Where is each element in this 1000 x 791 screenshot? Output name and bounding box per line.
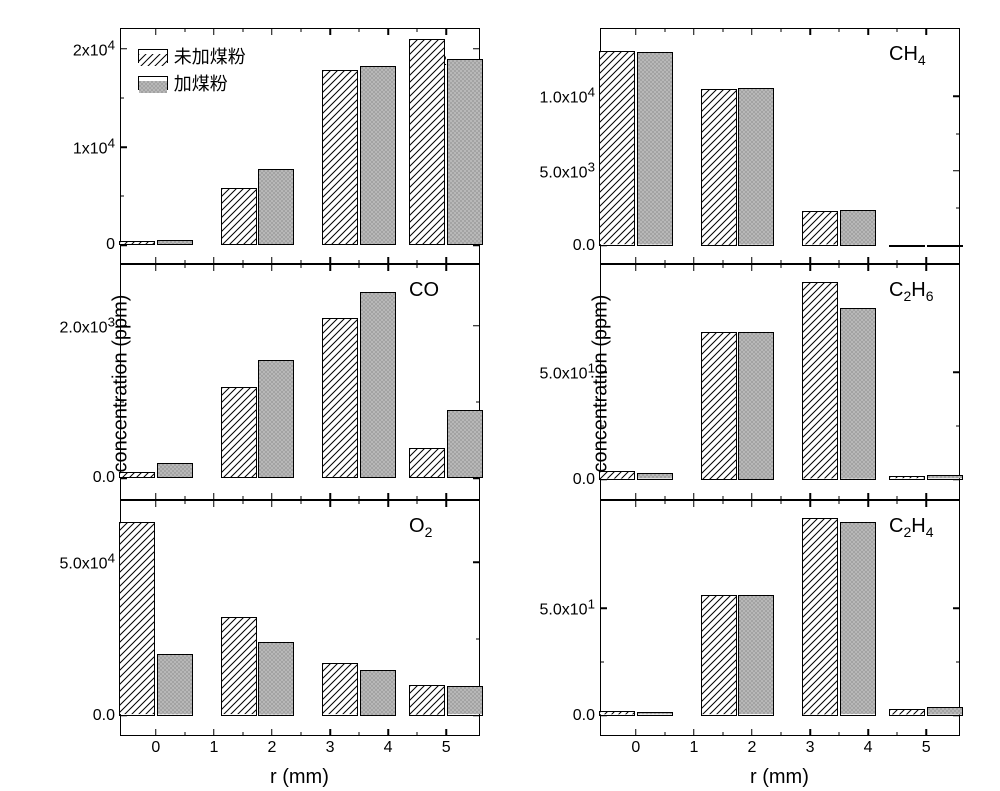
bar-C2H4-with_coal bbox=[840, 522, 876, 715]
bar-CO-with_coal bbox=[447, 410, 483, 479]
bar-O2-with_coal bbox=[447, 686, 483, 715]
panel-CO: 0.02.0x103CO bbox=[120, 264, 480, 500]
legend-swatch bbox=[138, 49, 168, 63]
xtick-label: 0 bbox=[631, 739, 640, 757]
ytick-label: 1x104 bbox=[73, 135, 115, 158]
species-label-O2: O2 bbox=[409, 515, 432, 540]
bar-C2H6-with_coal bbox=[738, 332, 774, 480]
bar-CO2-with_coal bbox=[258, 169, 294, 246]
ytick-label: 0.0 bbox=[573, 707, 595, 725]
legend: 未加煤粉加煤粉 bbox=[132, 38, 252, 101]
bar-CH4-with_coal bbox=[738, 88, 774, 246]
species-label-C2H4: C2H4 bbox=[889, 515, 934, 540]
bar-CO-with_coal bbox=[360, 292, 396, 479]
bar-C2H4-no_coal bbox=[701, 595, 737, 715]
bar-CO2-with_coal bbox=[360, 66, 396, 245]
bar-CO-with_coal bbox=[157, 463, 193, 478]
bar-CO-no_coal bbox=[119, 472, 155, 478]
bar-CH4-with_coal bbox=[927, 245, 963, 247]
ytick-label: 0.0 bbox=[573, 471, 595, 489]
bar-C2H4-no_coal bbox=[599, 711, 635, 715]
bar-CH4-with_coal bbox=[637, 52, 673, 245]
ytick-label: 5.0x101 bbox=[540, 597, 595, 620]
bar-CO-no_coal bbox=[322, 318, 358, 478]
bar-CO2-no_coal bbox=[221, 188, 257, 245]
bar-C2H4-with_coal bbox=[637, 712, 673, 715]
bar-CH4-no_coal bbox=[889, 245, 925, 247]
bar-CO-no_coal bbox=[221, 387, 257, 478]
xtick-label: 2 bbox=[268, 739, 277, 757]
bar-CO2-no_coal bbox=[409, 39, 445, 246]
bar-CO2-with_coal bbox=[157, 240, 193, 245]
bar-CH4-with_coal bbox=[840, 210, 876, 246]
bar-CO-with_coal bbox=[258, 360, 294, 478]
panel-C2H6: 0.05.0x101C2H6 bbox=[600, 264, 960, 500]
bar-O2-with_coal bbox=[360, 670, 396, 716]
legend-label: 加煤粉 bbox=[174, 70, 228, 96]
bar-O2-no_coal bbox=[409, 685, 445, 716]
species-label-CO: CO bbox=[409, 279, 439, 302]
ytick-label: 0.0 bbox=[93, 707, 115, 725]
xtick-label: 4 bbox=[864, 739, 873, 757]
species-label-C2H6: C2H6 bbox=[889, 279, 934, 304]
bar-C2H6-no_coal bbox=[802, 282, 838, 479]
bar-C2H4-no_coal bbox=[802, 518, 838, 715]
panel-O2: 0.05.0x104012345O2 bbox=[120, 500, 480, 736]
ytick-label: 1.0x104 bbox=[540, 85, 595, 108]
legend-item: 加煤粉 bbox=[138, 70, 246, 96]
bar-C2H4-with_coal bbox=[927, 707, 963, 716]
bar-CO2-no_coal bbox=[322, 70, 358, 245]
bar-CH4-no_coal bbox=[701, 89, 737, 246]
xtick-label: 4 bbox=[384, 739, 393, 757]
bar-O2-with_coal bbox=[258, 642, 294, 716]
xlabel: r (mm) bbox=[750, 766, 809, 789]
xtick-label: 0 bbox=[151, 739, 160, 757]
legend-label: 未加煤粉 bbox=[174, 43, 246, 69]
xtick-label: 1 bbox=[209, 739, 218, 757]
ytick-label: 5.0x104 bbox=[60, 551, 115, 574]
bar-C2H6-no_coal bbox=[889, 476, 925, 479]
bar-CH4-no_coal bbox=[599, 51, 635, 245]
bar-C2H6-no_coal bbox=[599, 471, 635, 480]
xtick-label: 1 bbox=[689, 739, 698, 757]
ytick-label: 0.0 bbox=[573, 237, 595, 255]
ytick-label: 0.0 bbox=[93, 469, 115, 487]
bar-O2-no_coal bbox=[119, 522, 155, 715]
ytick-label: 2.0x103 bbox=[60, 314, 115, 337]
bar-O2-no_coal bbox=[322, 663, 358, 715]
xtick-label: 3 bbox=[326, 739, 335, 757]
ytick-label: 5.0x101 bbox=[540, 361, 595, 384]
bar-C2H6-with_coal bbox=[637, 473, 673, 479]
bar-O2-no_coal bbox=[221, 617, 257, 715]
figure: concentration (ppm)concentration (ppm)01… bbox=[0, 0, 1000, 791]
xlabel: r (mm) bbox=[270, 766, 329, 789]
bar-C2H4-no_coal bbox=[889, 709, 925, 715]
xtick-label: 5 bbox=[442, 739, 451, 757]
xtick-label: 3 bbox=[806, 739, 815, 757]
legend-swatch bbox=[138, 76, 168, 90]
bar-C2H6-with_coal bbox=[840, 308, 876, 480]
bar-CO2-with_coal bbox=[447, 59, 483, 246]
bar-C2H4-with_coal bbox=[738, 595, 774, 715]
panel-CH4: 0.05.0x1031.0x104CH4 bbox=[600, 28, 960, 264]
species-label-CH4: CH4 bbox=[889, 43, 926, 68]
bar-C2H6-no_coal bbox=[701, 332, 737, 480]
bar-O2-with_coal bbox=[157, 654, 193, 715]
panel-CO2: 01x1042x104CO2未加煤粉加煤粉 bbox=[120, 28, 480, 264]
bar-CH4-no_coal bbox=[802, 211, 838, 245]
legend-item: 未加煤粉 bbox=[138, 43, 246, 69]
xtick-label: 2 bbox=[748, 739, 757, 757]
ytick-label: 0 bbox=[106, 236, 115, 254]
xtick-label: 5 bbox=[922, 739, 931, 757]
bar-C2H6-with_coal bbox=[927, 475, 963, 479]
bar-CO2-no_coal bbox=[119, 241, 155, 245]
ytick-label: 5.0x103 bbox=[540, 159, 595, 182]
ytick-label: 2x104 bbox=[73, 37, 115, 60]
bar-CO-no_coal bbox=[409, 448, 445, 478]
panel-C2H4: 0.05.0x101012345C2H4 bbox=[600, 500, 960, 736]
